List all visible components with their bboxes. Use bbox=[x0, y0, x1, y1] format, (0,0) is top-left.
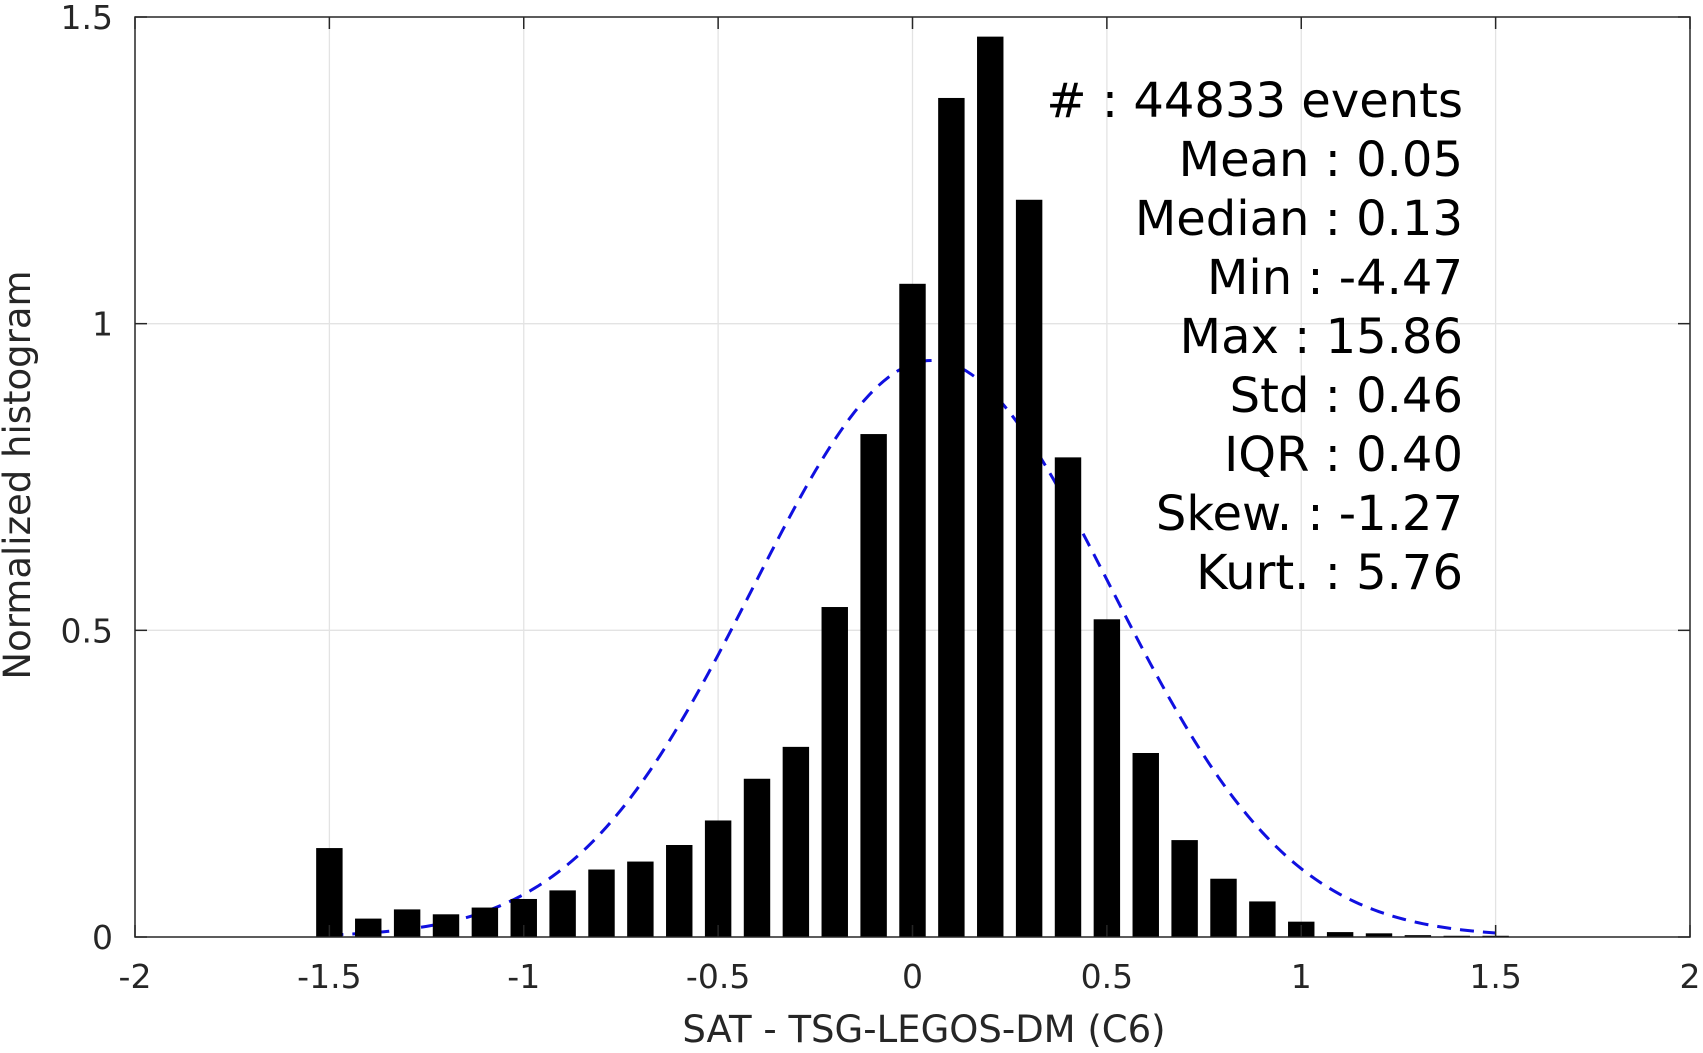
normal-fit-curve bbox=[329, 358, 1496, 937]
histogram-bar bbox=[549, 890, 576, 937]
x-tick-label: 1 bbox=[1291, 957, 1312, 996]
y-tick-label: 1.5 bbox=[61, 0, 113, 37]
histogram-bar bbox=[1093, 619, 1121, 937]
histogram-bar bbox=[393, 909, 421, 937]
y-axis-label: Normalized histogram bbox=[0, 270, 39, 679]
histogram-bar bbox=[860, 434, 887, 937]
stat-line: Kurt. : 5.76 bbox=[1196, 545, 1463, 601]
stat-line: Min : -4.47 bbox=[1207, 250, 1463, 306]
y-tick-label: 0.5 bbox=[61, 611, 113, 650]
stat-line: Median : 0.13 bbox=[1135, 191, 1463, 247]
histogram-bar bbox=[666, 845, 693, 937]
x-tick-label: -1 bbox=[507, 957, 540, 996]
histogram-bar bbox=[471, 907, 499, 937]
x-tick-label: 0 bbox=[902, 957, 923, 996]
histogram-bar bbox=[899, 283, 926, 937]
histogram-bar bbox=[1210, 878, 1237, 937]
x-axis-label: SAT - TSG-LEGOS-DM (C6) bbox=[682, 1008, 1165, 1051]
stat-line: IQR : 0.40 bbox=[1224, 427, 1463, 483]
histogram-bar bbox=[316, 848, 343, 937]
x-tick-label: 1.5 bbox=[1469, 957, 1521, 996]
y-tick-label: 1 bbox=[92, 305, 113, 344]
x-tick-label: -2 bbox=[119, 957, 152, 996]
stat-line: # : 44833 events bbox=[1046, 73, 1463, 129]
histogram-bar bbox=[1171, 840, 1198, 937]
histogram-bar bbox=[588, 869, 615, 937]
x-tick-labels: -2 -1.5 -1 -0.5 0 0.5 1 1.5 2 bbox=[119, 957, 1701, 996]
histogram-bar bbox=[432, 914, 460, 937]
histogram-bars bbox=[316, 36, 1509, 938]
histogram-bar bbox=[1015, 199, 1043, 938]
x-tick-label: -1.5 bbox=[297, 957, 361, 996]
axes-frame bbox=[134, 16, 1691, 938]
histogram-bar bbox=[782, 746, 810, 937]
histogram-bar bbox=[977, 36, 1004, 938]
y-tick-labels: 0 0.5 1 1.5 bbox=[61, 0, 113, 957]
histogram-bar bbox=[1249, 901, 1276, 937]
histogram-bar bbox=[1326, 932, 1354, 937]
stat-line: Std : 0.46 bbox=[1230, 368, 1463, 424]
histogram-bar bbox=[821, 607, 848, 937]
histogram-bar bbox=[1365, 933, 1393, 937]
histogram-bar bbox=[1132, 753, 1159, 937]
histogram-bar bbox=[938, 97, 965, 937]
histogram-bar bbox=[704, 820, 732, 937]
x-tick-label: 2 bbox=[1680, 957, 1701, 996]
histogram-bar bbox=[743, 778, 771, 937]
y-tick-label: 0 bbox=[92, 918, 113, 957]
x-tick-label: -0.5 bbox=[686, 957, 750, 996]
stat-line: Max : 15.86 bbox=[1180, 309, 1463, 365]
x-tick-label: 0.5 bbox=[1081, 957, 1133, 996]
stat-line: Mean : 0.05 bbox=[1179, 132, 1463, 188]
stat-line: Skew. : -1.27 bbox=[1156, 486, 1463, 542]
histogram-bar bbox=[1404, 935, 1432, 937]
histogram-bar bbox=[355, 918, 382, 937]
histogram-bar bbox=[627, 861, 654, 937]
histogram-bar bbox=[1054, 457, 1082, 937]
